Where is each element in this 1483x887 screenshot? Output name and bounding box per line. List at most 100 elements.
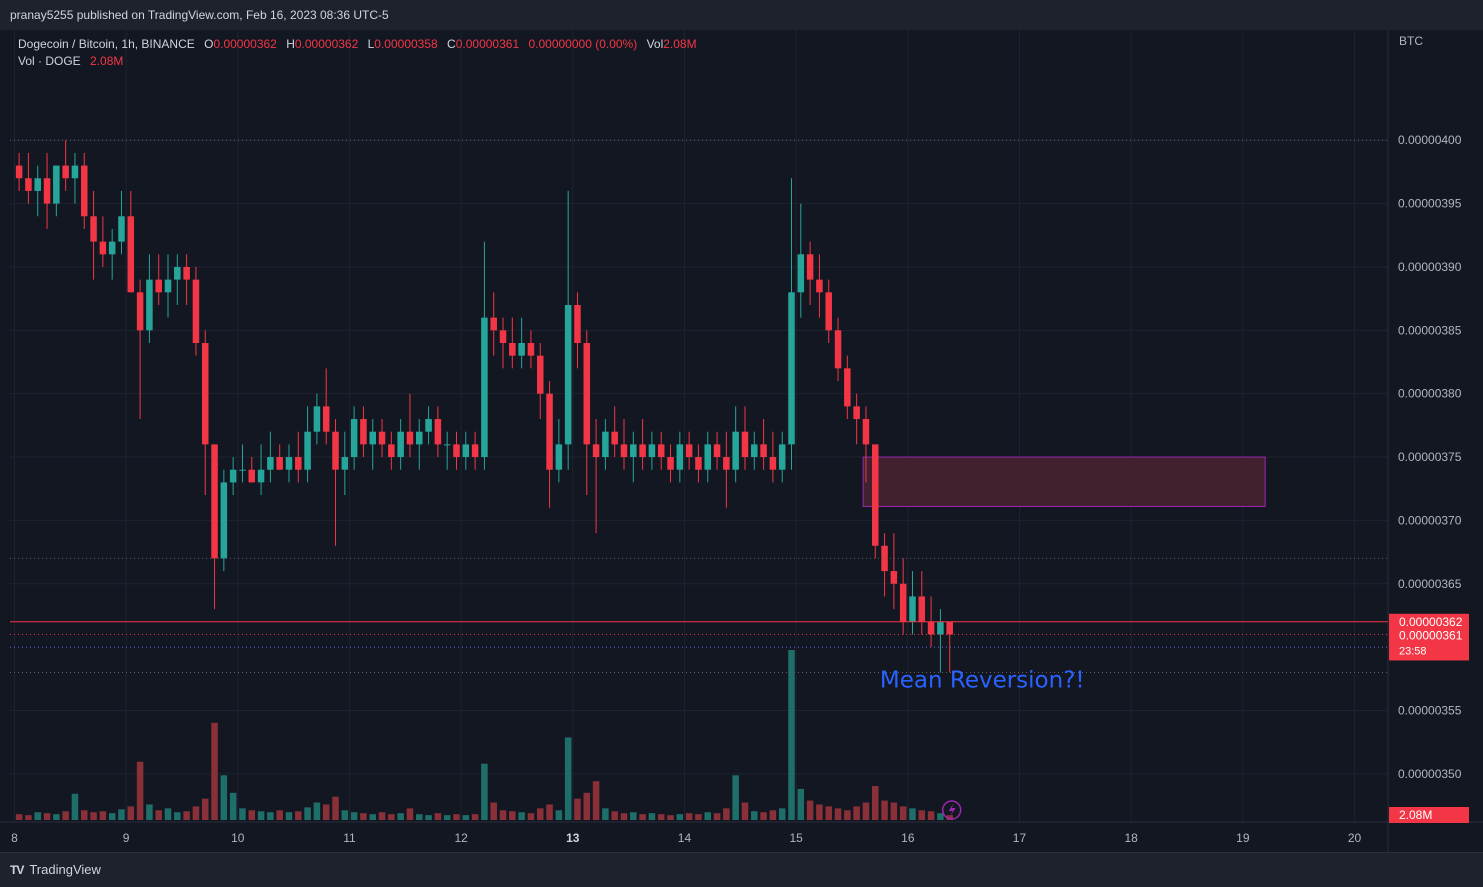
volume-bar xyxy=(53,814,60,820)
volume-bar xyxy=(378,812,386,820)
candle-body xyxy=(788,292,795,445)
candle-body xyxy=(174,266,181,280)
volume-bar xyxy=(769,810,777,820)
volume-bar xyxy=(443,815,451,820)
price-axis-tick-label: 0.00000385 xyxy=(1398,323,1462,337)
volume-bar xyxy=(527,813,535,820)
chart-area[interactable]: BTC 0.00000400 0.00000395 0.00000390 0.00000… xyxy=(0,30,1483,852)
last-high-price-label-bg xyxy=(1389,613,1469,630)
price-axis-tick-label: 0.00000390 xyxy=(1398,260,1462,274)
volume-bar xyxy=(397,813,404,820)
candle-body xyxy=(453,444,460,458)
candle-body xyxy=(844,368,851,407)
open-label: O xyxy=(204,37,214,51)
volume-bar xyxy=(248,810,256,820)
volume-bar xyxy=(406,808,414,820)
price-axis-tick-label: 0.00000400 xyxy=(1398,133,1462,147)
volume-bar xyxy=(592,781,600,820)
volume-bar xyxy=(564,737,572,820)
candle-body xyxy=(704,444,712,470)
volume-bar xyxy=(751,811,758,820)
candle-body xyxy=(406,431,414,445)
legend-row-ohlc: Dogecoin / Bitcoin, 1h, BINANCE O 0.00000… xyxy=(18,36,697,53)
candle-body xyxy=(146,279,153,331)
high-value: 0.00000362 xyxy=(294,37,359,51)
candlestick-chart[interactable]: BTC 0.00000400 0.00000395 0.00000390 0.00000… xyxy=(0,30,1483,852)
candle-body xyxy=(127,216,135,293)
candle-body xyxy=(81,165,88,217)
volume-bar xyxy=(778,808,786,820)
candle-body xyxy=(620,444,628,458)
symbol-name[interactable]: Dogecoin / Bitcoin, 1h, BINANCE xyxy=(18,37,195,51)
volume-bar xyxy=(899,806,907,820)
candle-body xyxy=(220,482,228,559)
price-axis-tick-label: 0.00000375 xyxy=(1398,450,1462,464)
candle-body xyxy=(350,419,358,458)
candle-body xyxy=(443,444,451,446)
volume-bar xyxy=(620,813,628,820)
volume-bar xyxy=(146,804,153,820)
candle-body xyxy=(118,216,125,242)
candle-body xyxy=(90,216,97,242)
volume-bar xyxy=(630,812,637,820)
price-axis-tick-label: 0.00000355 xyxy=(1398,703,1462,717)
volume-bar xyxy=(611,811,618,820)
candle-body xyxy=(499,330,507,343)
price-axis-tick-label: 0.00000365 xyxy=(1398,577,1462,591)
candle-body xyxy=(732,431,739,470)
volume-bar xyxy=(211,722,218,820)
candle-body xyxy=(806,254,814,280)
candle-body xyxy=(555,444,563,470)
volume-bar xyxy=(871,786,879,820)
candle-body xyxy=(583,342,591,445)
candle-body xyxy=(871,444,879,546)
candle-body xyxy=(295,457,302,470)
volume-bar xyxy=(825,806,832,820)
candle-body xyxy=(43,178,51,204)
candle-body xyxy=(388,444,395,458)
volume-bar xyxy=(108,813,116,820)
candle-body xyxy=(602,431,609,458)
volume-bar xyxy=(462,815,470,820)
volume-bar xyxy=(155,810,162,820)
candle-body xyxy=(695,457,702,470)
candle-body xyxy=(360,419,367,445)
volume-bar xyxy=(602,808,609,820)
candle-body xyxy=(192,279,200,343)
candle-body xyxy=(313,406,321,432)
time-axis-tick-label: 17 xyxy=(1013,831,1027,845)
candle-body xyxy=(304,431,311,470)
volume-bar xyxy=(685,813,693,820)
volume-bar xyxy=(741,802,749,820)
candle-body xyxy=(99,241,107,255)
symbol-legend: Dogecoin / Bitcoin, 1h, BINANCE O 0.00000… xyxy=(18,36,697,70)
time-axis-tick-label: 15 xyxy=(789,831,803,845)
time-axis-tick-label: 13 xyxy=(566,831,580,845)
candle-body xyxy=(927,621,935,635)
volume-bar xyxy=(239,808,246,820)
candle-body xyxy=(676,444,684,470)
volume-bar xyxy=(304,807,311,820)
low-label: L xyxy=(367,37,375,51)
volume-bar xyxy=(285,812,293,820)
candle-body xyxy=(881,545,888,572)
candle-body xyxy=(267,457,274,470)
candle-body xyxy=(574,304,581,343)
candle-body xyxy=(239,469,246,471)
candle-body xyxy=(648,444,656,458)
volume-bar xyxy=(788,650,795,820)
candle-body xyxy=(834,330,842,369)
candle-body xyxy=(155,279,162,293)
candle-body xyxy=(630,444,637,458)
price-axis-tick-label: 0.00000380 xyxy=(1398,387,1462,401)
footer-brand[interactable]: TradingView xyxy=(29,862,101,877)
close-value: 0.00000361 xyxy=(455,37,520,51)
candle-body xyxy=(751,444,758,458)
vol-label: Vol xyxy=(646,37,664,51)
candle-body xyxy=(778,444,786,470)
volume-bar xyxy=(723,808,730,820)
volume-bar xyxy=(81,810,88,820)
volume-indicator-label[interactable]: Vol · DOGE xyxy=(18,54,81,68)
legend-row-volume: Vol · DOGE 2.08M xyxy=(18,53,697,70)
time-axis-tick-label: 12 xyxy=(454,831,468,845)
